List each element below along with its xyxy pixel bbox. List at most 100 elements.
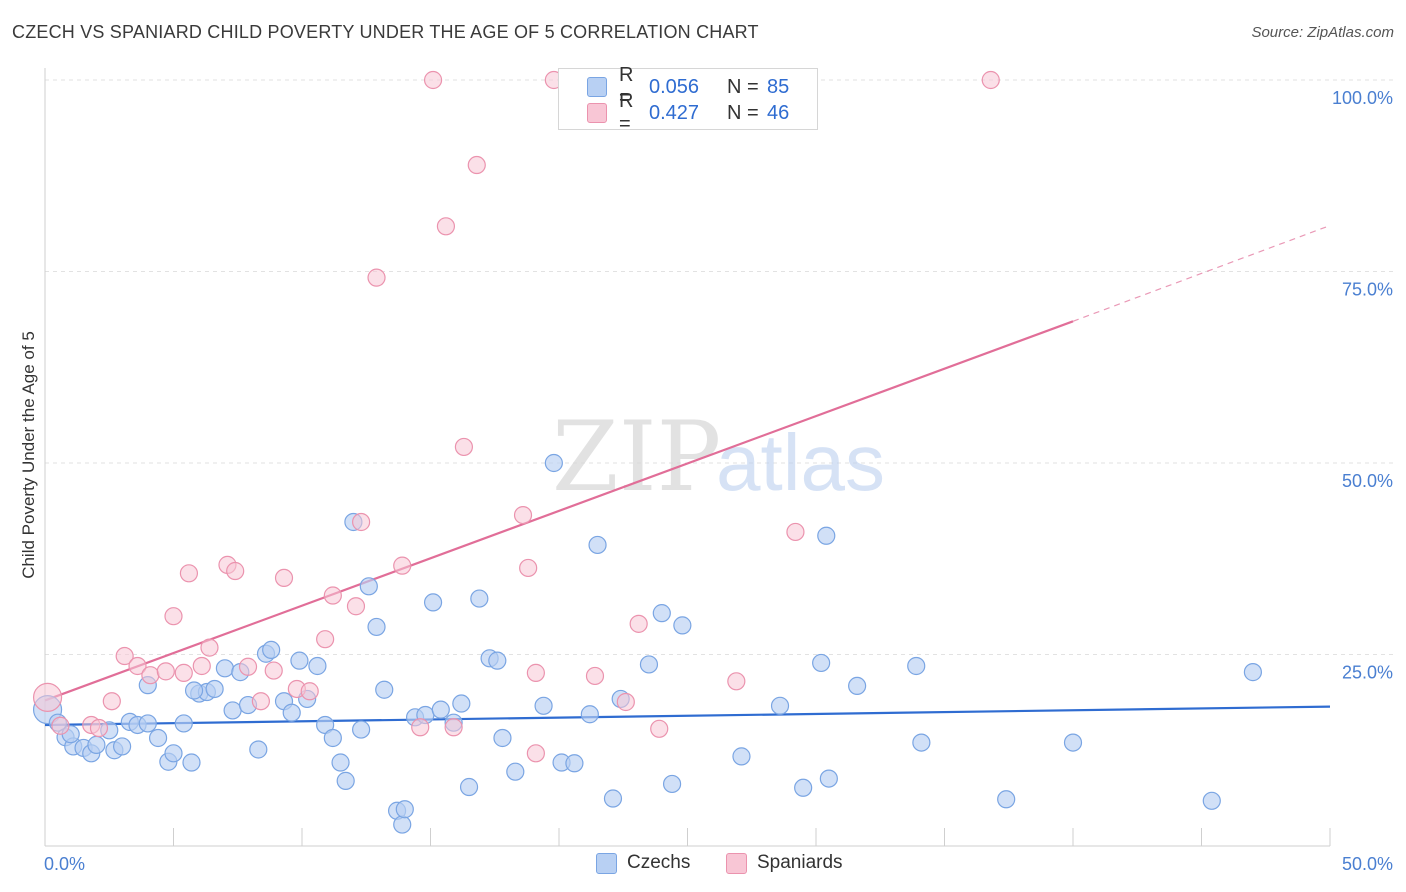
tick-labels: 25.0% 50.0% 75.0% 100.0% 0.0% 50.0% — [44, 88, 1393, 874]
spaniard-point — [585, 666, 605, 686]
y-axis-label: Child Poverty Under the Age of 5 — [19, 331, 38, 579]
czech-point — [148, 728, 168, 748]
trend-lines — [44, 224, 1331, 727]
r-label: R = — [619, 90, 634, 135]
czech-point — [367, 617, 386, 637]
czech-point — [452, 694, 471, 713]
czech-point — [565, 754, 584, 773]
czech-point — [639, 655, 659, 674]
spaniard-point — [226, 561, 245, 581]
spaniard-point — [300, 682, 319, 701]
czech-point — [770, 696, 790, 715]
czech-point — [205, 679, 224, 699]
spaniard-trend-extension — [1072, 224, 1331, 322]
legend-label-czechs: Czechs — [627, 852, 691, 873]
czech-point — [817, 526, 836, 545]
czech-point — [359, 577, 378, 596]
legend-label-spaniards: Spaniards — [757, 852, 843, 873]
spaniard-point — [454, 437, 474, 457]
czech-point — [662, 774, 682, 794]
spaniard-point — [174, 663, 193, 682]
n-value: 46 — [767, 101, 790, 124]
czech-point — [1063, 733, 1083, 752]
spaniard-point — [786, 522, 805, 542]
n-value: 85 — [767, 75, 790, 98]
watermark-atlas: atlas — [716, 418, 885, 507]
spaniard-point — [192, 656, 211, 676]
czech-point — [331, 753, 350, 772]
spaniard-point — [179, 564, 199, 583]
czech-point — [1202, 791, 1221, 810]
czech-point — [184, 681, 204, 700]
spaniard-point — [115, 646, 134, 666]
spaniard-point — [128, 656, 147, 676]
czech-point — [395, 800, 414, 819]
r-value: 0.056 — [649, 75, 700, 98]
spaniard-point — [367, 268, 386, 287]
czech-point — [87, 735, 106, 754]
czech-point — [174, 714, 193, 733]
spaniard-swatch — [726, 852, 747, 874]
y-tick-label: 50.0% — [1342, 471, 1393, 491]
legend-row-czechs: R = 0.056 N = 85 — [559, 64, 790, 109]
spaniard-point — [156, 662, 175, 681]
spaniard-point — [981, 70, 1000, 90]
series-legend: Czechs Spaniards — [0, 852, 1406, 878]
x-tick-label: 0.0% — [44, 854, 85, 874]
czech-point — [138, 714, 157, 733]
czech-point — [112, 737, 132, 756]
watermark: ZIP atlas — [552, 401, 885, 513]
czech-point — [323, 728, 342, 748]
chart-title: CZECH VS SPANIARD CHILD POVERTY UNDER TH… — [12, 22, 759, 42]
czech-trend-line — [44, 705, 1331, 727]
legend-item-czechs[interactable]: Czechs — [596, 852, 690, 874]
spaniard-point — [141, 666, 160, 685]
czech-point — [732, 747, 751, 766]
czech-point — [673, 616, 692, 635]
spaniard-point — [467, 155, 486, 175]
czech-point — [652, 604, 671, 623]
czech-point — [470, 589, 489, 608]
czech-point — [506, 762, 525, 781]
spaniard-point — [727, 672, 746, 691]
czech-point — [393, 815, 412, 834]
czech-point — [794, 778, 813, 797]
czech-point — [603, 789, 623, 808]
czech-swatch — [587, 77, 607, 97]
spaniard-point — [89, 718, 109, 738]
czech-point — [493, 728, 512, 748]
spaniard-swatch — [587, 103, 607, 123]
spaniard-trend-line — [44, 320, 1074, 702]
y-tick-label: 25.0% — [1342, 663, 1393, 683]
czech-point — [164, 744, 183, 763]
spaniard-point — [346, 597, 366, 616]
czech-point — [290, 651, 309, 670]
spaniard-point — [323, 586, 342, 605]
correlation-legend: R = 0.056 N = 85 R = 0.427 N = 46 — [558, 64, 818, 135]
czech-point — [262, 640, 281, 660]
r-value: 0.427 — [649, 101, 700, 124]
czech-point — [534, 696, 553, 715]
spaniard-point — [513, 505, 533, 525]
czech-point — [336, 771, 355, 790]
spaniard-point — [164, 607, 183, 626]
legend-row-spaniards: R = 0.427 N = 46 — [559, 90, 790, 135]
spaniard-point — [102, 692, 121, 711]
spaniard-point — [629, 614, 648, 633]
legend-item-spaniards[interactable]: Spaniards — [726, 852, 843, 874]
czech-point — [223, 701, 242, 720]
czech-point — [431, 700, 450, 719]
spaniard-point — [519, 558, 538, 578]
spaniard-point — [51, 716, 70, 735]
y-tick-label: 100.0% — [1332, 88, 1393, 108]
czech-point — [308, 656, 327, 676]
czech-point — [819, 769, 838, 788]
czech-point — [182, 753, 201, 772]
czech-point — [459, 777, 479, 797]
spaniard-point — [264, 661, 283, 680]
czech-point — [907, 656, 926, 676]
y-tick-label: 75.0% — [1342, 280, 1393, 300]
czech-point — [997, 790, 1016, 809]
spaniard-point — [526, 663, 545, 682]
